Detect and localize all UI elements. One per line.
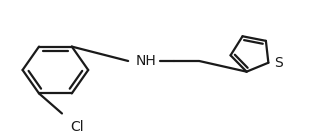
Text: NH: NH [136, 54, 156, 68]
Text: Cl: Cl [70, 120, 84, 134]
Text: S: S [274, 56, 283, 70]
